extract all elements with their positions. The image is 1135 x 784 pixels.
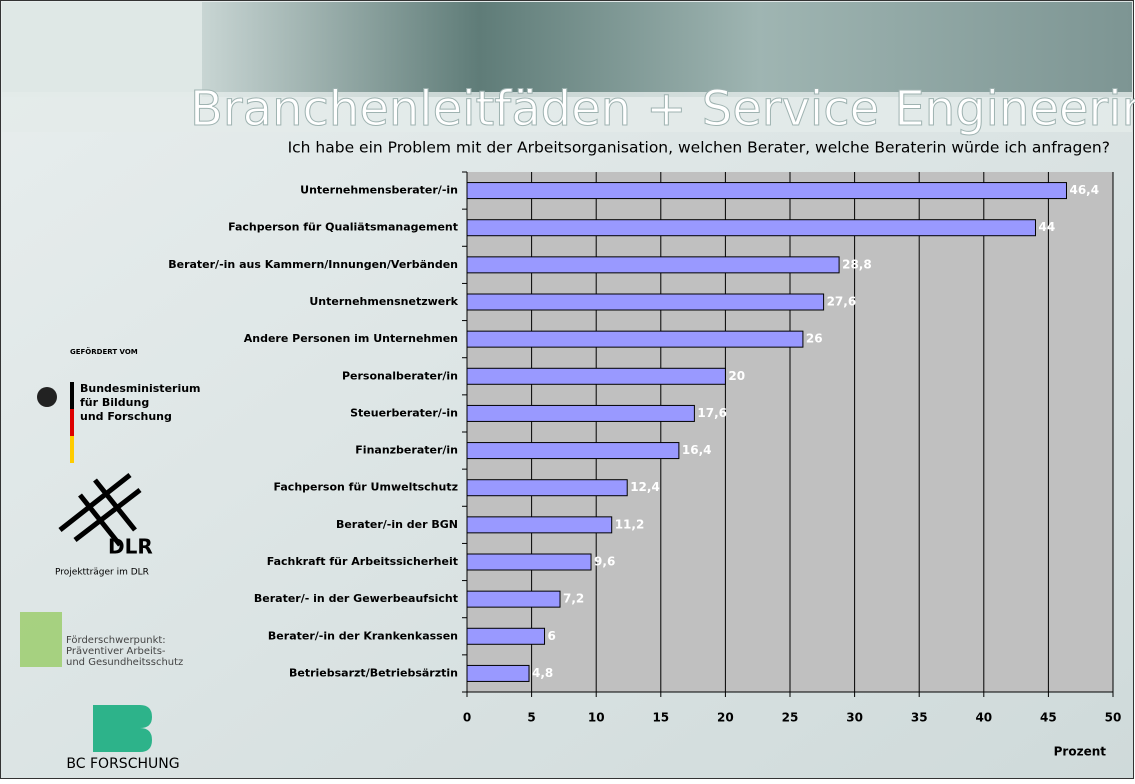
x-tick-label: 0 (463, 711, 471, 725)
bar (467, 665, 529, 681)
bar (467, 368, 725, 384)
focus-line: Präventiver Arbeits- (66, 646, 166, 657)
x-tick-label: 35 (911, 711, 928, 725)
value-label: 4,8 (532, 666, 553, 680)
value-label: 44 (1038, 220, 1055, 234)
y-tick-label: Berater/-in aus Kammern/Innungen/Verbänd… (168, 258, 458, 271)
bar (467, 183, 1066, 199)
eagle (37, 387, 57, 407)
y-tick-label: Finanzberater/in (355, 444, 458, 457)
y-tick-label: Berater/- in der Gewerbeaufsicht (254, 592, 458, 605)
ministry-line: für Bildung (80, 396, 149, 409)
value-label: 11,2 (615, 517, 645, 531)
x-tick-label: 25 (782, 711, 799, 725)
bar (467, 331, 803, 347)
y-tick-label: Personalberater/in (342, 369, 458, 382)
y-tick-label: Berater/-in der Krankenkassen (268, 629, 458, 642)
bc-logo (93, 705, 152, 752)
bar (467, 294, 824, 310)
focus-line: Förderschwerpunkt: (66, 635, 166, 646)
focus-line: und Gesundheitsschutz (66, 657, 183, 668)
value-label: 7,2 (563, 592, 584, 606)
header-photo-left (2, 2, 202, 97)
chart-title: Ich habe ein Problem mit der Arbeitsorga… (288, 139, 1110, 157)
bar (467, 220, 1035, 236)
slide: Branchenleitfäden + Service Engineering … (0, 0, 1135, 780)
bc: BC FORSCHUNG (66, 756, 179, 772)
value-label: 12,4 (630, 480, 660, 494)
value-label: 16,4 (682, 443, 712, 457)
bar (467, 628, 545, 644)
y-tick-label: Unternehmensnetzwerk (309, 295, 458, 308)
ministry-line: und Forschung (80, 410, 172, 423)
x-tick-label: 30 (846, 711, 863, 725)
y-tick-label: Steuerberater/-in (350, 406, 458, 419)
x-axis-label: Prozent (1054, 745, 1107, 759)
y-tick-label: Fachperson für Qualiätsmanagement (228, 221, 458, 234)
ministry-line: Bundesministerium (80, 382, 201, 395)
focus-logo (20, 612, 62, 667)
bar (467, 443, 679, 459)
dlr: DLR (108, 535, 153, 559)
bar (467, 405, 694, 421)
x-tick-label: 10 (588, 711, 605, 725)
value-label: 9,6 (594, 555, 615, 569)
bar (467, 554, 591, 570)
flag-gold (70, 436, 74, 463)
x-tick-label: 20 (717, 711, 734, 725)
funded-by: GEFÖRDERT VOM (70, 347, 138, 356)
value-label: 26 (806, 332, 823, 346)
x-tick-label: 50 (1105, 711, 1122, 725)
header-title: Branchenleitfäden + Service Engineering (190, 81, 1135, 137)
value-label: 46,4 (1069, 183, 1099, 197)
bar (467, 591, 560, 607)
dlr-caption: Projektträger im DLR (55, 568, 149, 578)
value-label: 20 (728, 369, 745, 383)
y-tick-label: Betriebsarzt/Betriebsärztin (289, 666, 458, 679)
y-tick-label: Unternehmensberater/-in (300, 184, 458, 197)
flag-black (70, 382, 74, 409)
page: Branchenleitfäden + Service Engineering … (0, 0, 1135, 784)
value-label: 27,6 (827, 295, 857, 309)
flag-red (70, 409, 74, 436)
bar (467, 517, 612, 533)
y-tick-label: Berater/-in der BGN (336, 518, 458, 531)
x-tick-label: 45 (1040, 711, 1057, 725)
value-label: 17,6 (697, 406, 727, 420)
bar (467, 480, 627, 496)
value-label: 28,8 (842, 257, 872, 271)
y-tick-label: Fachkraft für Arbeitssicherheit (267, 555, 458, 568)
x-tick-label: 40 (975, 711, 992, 725)
x-tick-label: 5 (527, 711, 535, 725)
bar (467, 257, 839, 273)
y-tick-label: Fachperson für Umweltschutz (274, 481, 458, 494)
y-tick-label: Andere Personen im Unternehmen (244, 332, 458, 345)
value-label: 6 (548, 629, 556, 643)
x-tick-label: 15 (652, 711, 669, 725)
